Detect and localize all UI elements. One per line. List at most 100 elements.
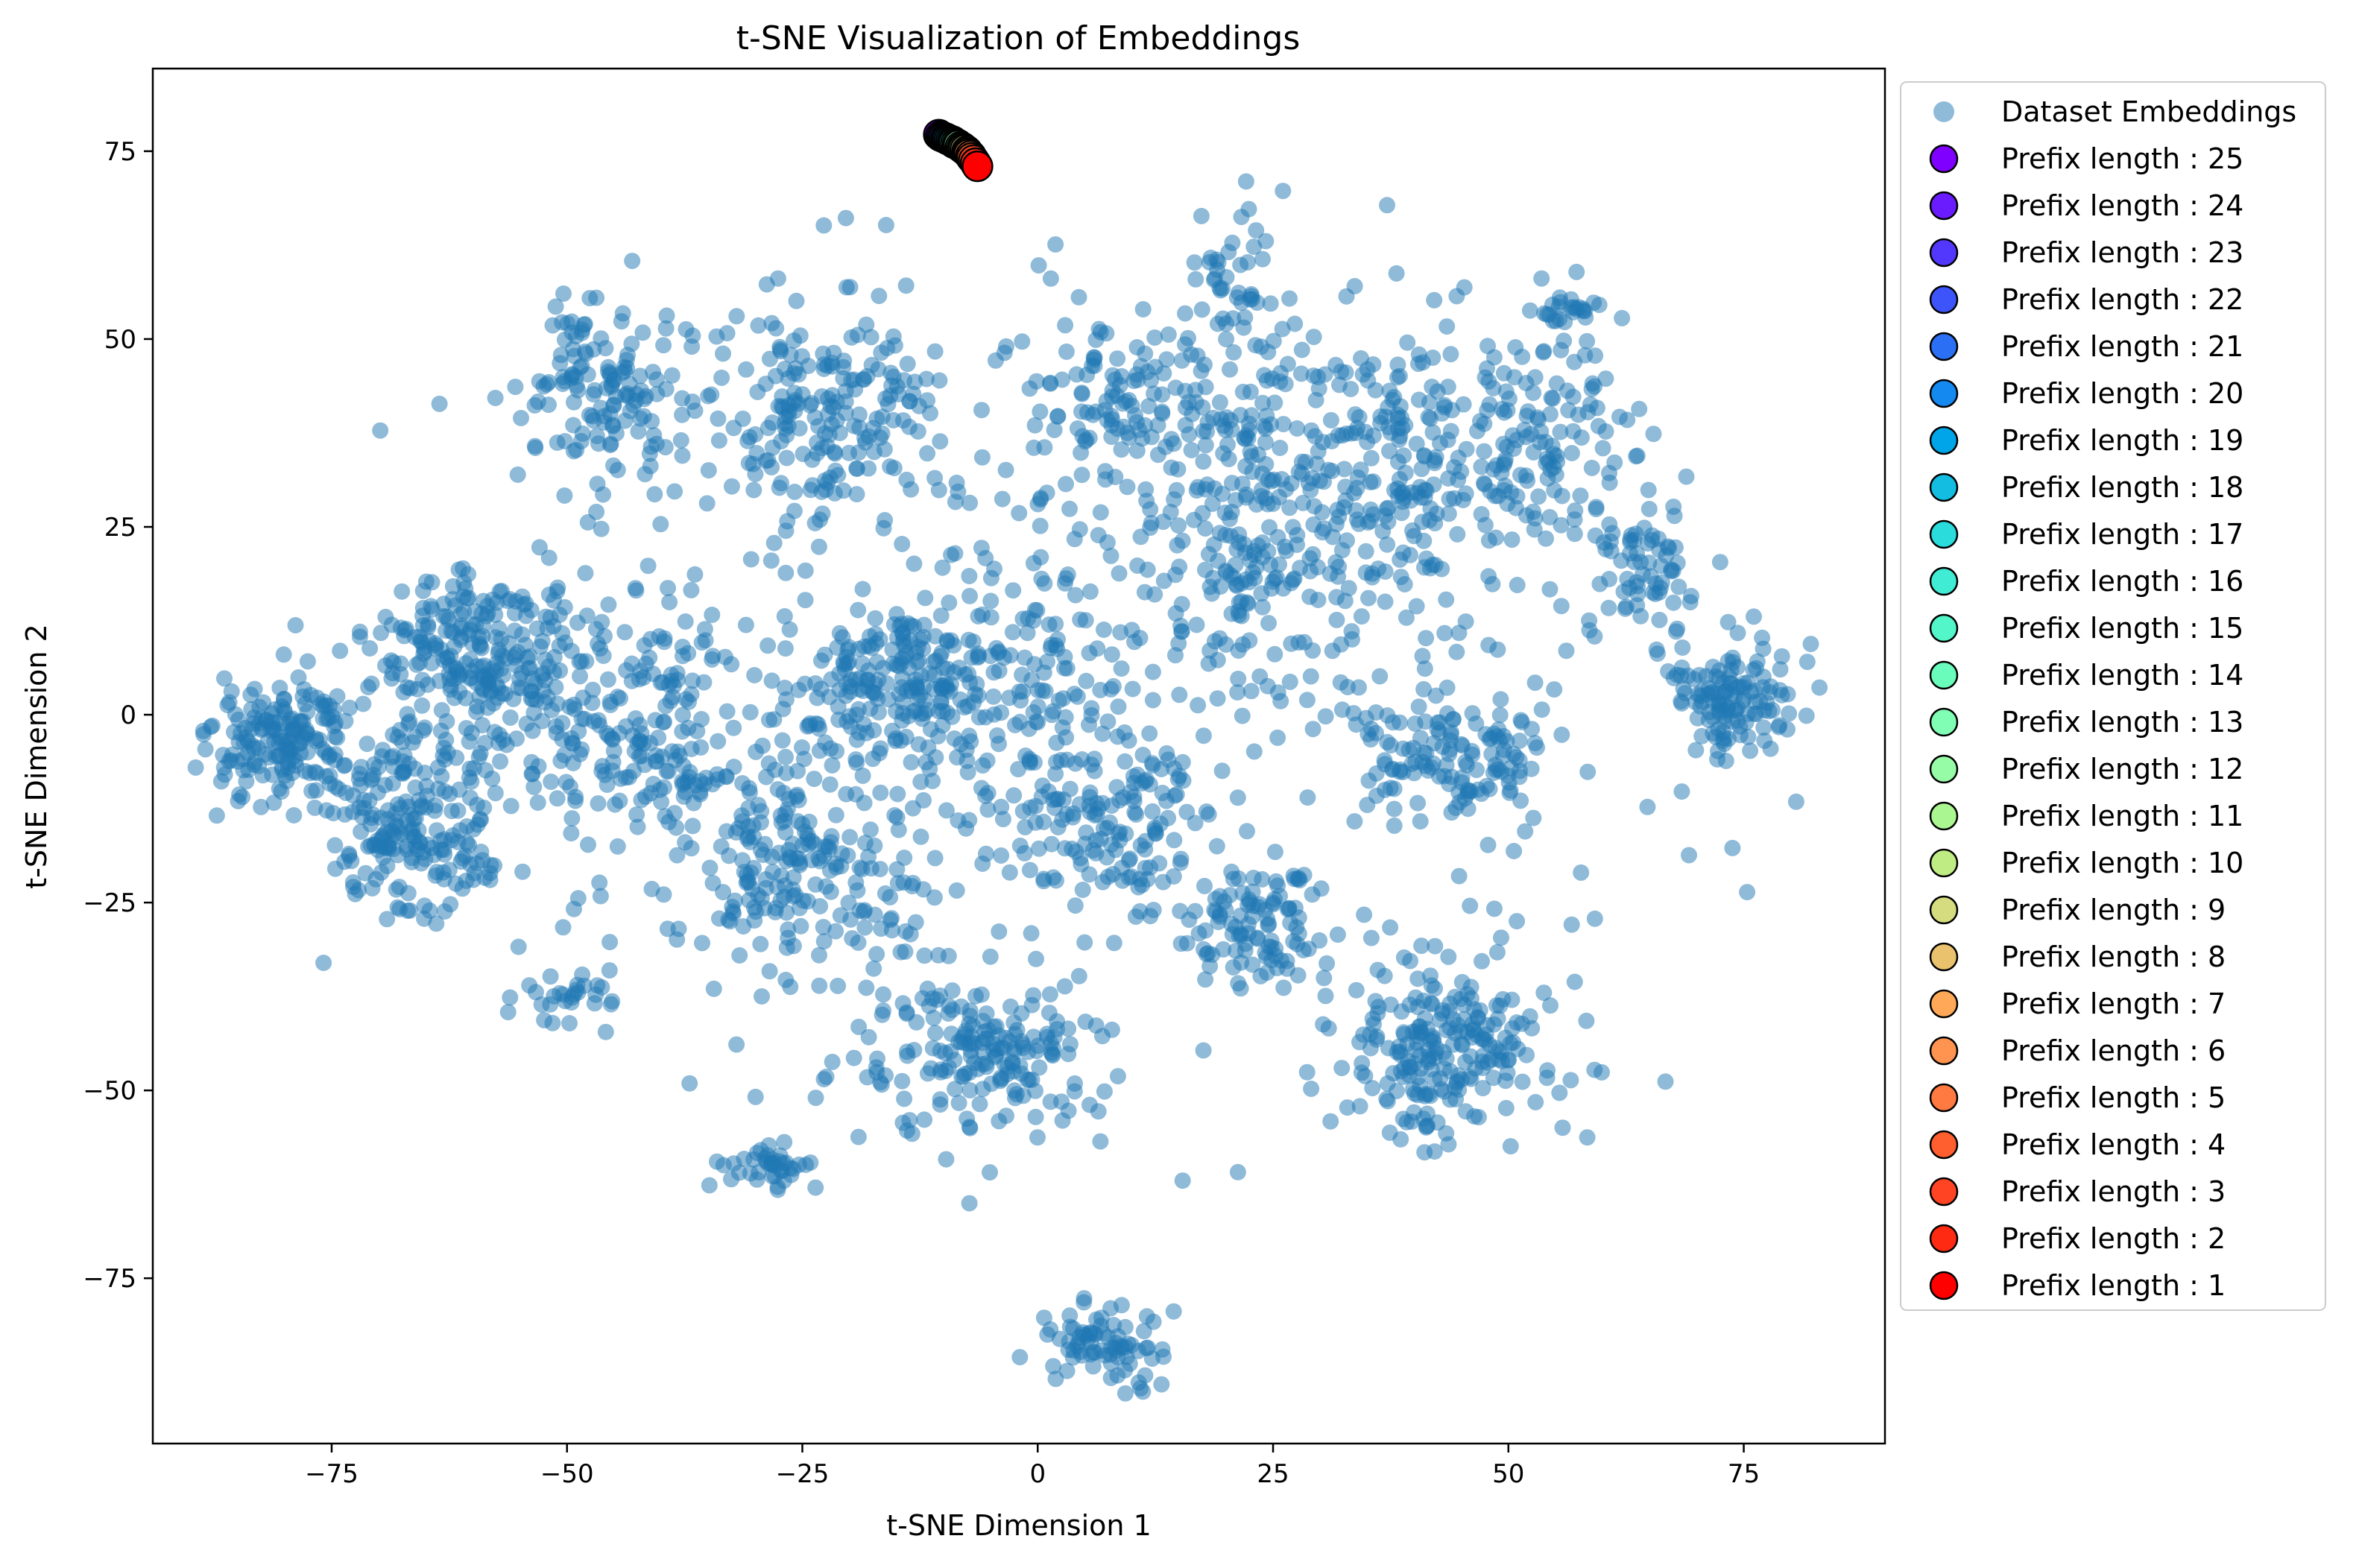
dataset-point xyxy=(264,766,281,783)
dataset-point xyxy=(786,484,803,500)
dataset-point xyxy=(308,782,325,799)
dataset-point xyxy=(890,821,907,838)
dataset-point xyxy=(908,676,925,693)
y-tick-label: 25 xyxy=(104,513,136,543)
dataset-point xyxy=(914,710,931,727)
prefix-points-layer xyxy=(923,118,994,183)
dataset-point xyxy=(718,768,735,785)
dataset-point xyxy=(332,642,349,660)
dataset-point xyxy=(1114,789,1131,806)
dataset-point xyxy=(285,807,303,823)
dataset-point xyxy=(1441,1063,1459,1080)
dataset-point xyxy=(1314,434,1331,451)
dataset-point xyxy=(1052,752,1070,768)
dataset-point xyxy=(1139,561,1156,578)
legend-label: Prefix length : 17 xyxy=(2001,518,2243,551)
dataset-point xyxy=(1514,348,1531,365)
dataset-point xyxy=(1049,640,1066,657)
dataset-point xyxy=(894,1114,912,1131)
dataset-point xyxy=(1099,820,1116,836)
dataset-point xyxy=(1086,750,1103,768)
x-tick-label: −25 xyxy=(776,1459,830,1489)
dataset-point xyxy=(961,1008,979,1025)
dataset-point xyxy=(1193,207,1210,224)
dataset-point xyxy=(961,1082,979,1098)
dataset-point xyxy=(1286,315,1304,332)
dataset-point xyxy=(1177,382,1194,399)
dataset-point xyxy=(744,880,761,897)
dataset-point xyxy=(353,823,370,840)
dataset-point xyxy=(1303,1081,1320,1097)
dataset-point xyxy=(1048,734,1065,751)
dataset-point xyxy=(1143,372,1160,389)
dataset-point xyxy=(1260,344,1277,361)
dataset-point xyxy=(585,386,602,403)
dataset-point xyxy=(414,607,431,625)
dataset-point xyxy=(1381,443,1398,460)
dataset-point xyxy=(1327,554,1345,571)
dataset-point xyxy=(904,800,921,817)
dataset-point xyxy=(982,948,999,965)
dataset-point xyxy=(1490,761,1507,778)
dataset-point xyxy=(647,753,664,771)
dataset-point xyxy=(1386,800,1403,818)
dataset-point xyxy=(917,692,934,709)
dataset-point xyxy=(926,889,943,906)
dataset-point xyxy=(739,432,757,449)
dataset-point xyxy=(1023,925,1040,942)
dataset-point xyxy=(1281,673,1298,690)
dataset-point xyxy=(1779,721,1796,738)
dataset-point xyxy=(643,413,660,430)
legend-marker xyxy=(1929,848,1959,878)
dataset-point xyxy=(642,785,659,802)
dataset-point xyxy=(1266,394,1283,411)
dataset-point xyxy=(1352,461,1369,478)
dataset-point xyxy=(1422,995,1439,1012)
dataset-point xyxy=(1368,765,1385,782)
dataset-point xyxy=(1042,1034,1059,1052)
dataset-point xyxy=(1462,1048,1479,1065)
dataset-point xyxy=(1272,440,1289,456)
dataset-point xyxy=(1584,375,1601,392)
dataset-point xyxy=(1553,516,1570,534)
dataset-point xyxy=(790,681,807,698)
dataset-point xyxy=(292,745,309,762)
dataset-point xyxy=(1081,583,1099,600)
dataset-point xyxy=(1099,1329,1117,1346)
dataset-point xyxy=(1586,628,1603,645)
dataset-point xyxy=(312,696,329,713)
dataset-point xyxy=(593,330,610,347)
dataset-point xyxy=(1220,244,1237,261)
dataset-point xyxy=(1559,382,1576,399)
dataset-point xyxy=(601,437,619,454)
dataset-point xyxy=(1260,615,1277,632)
dataset-point xyxy=(1200,655,1217,672)
dataset-point xyxy=(563,730,580,747)
dataset-point xyxy=(1166,491,1183,508)
dataset-point xyxy=(982,592,1000,610)
dataset-point xyxy=(1740,728,1757,745)
dataset-point xyxy=(661,594,678,610)
dataset-point xyxy=(778,449,795,467)
dataset-point xyxy=(336,806,353,823)
dataset-point xyxy=(1169,537,1186,554)
dataset-point xyxy=(1160,809,1177,826)
dataset-point xyxy=(370,759,387,776)
dataset-point xyxy=(1105,865,1122,882)
dataset-point xyxy=(1197,379,1214,396)
legend-label: Prefix length : 2 xyxy=(2001,1222,2226,1255)
dataset-point xyxy=(858,316,875,333)
dataset-point xyxy=(797,562,814,579)
dataset-point xyxy=(1541,509,1559,525)
legend-entry: Prefix length : 23 xyxy=(1929,236,2243,269)
dataset-point xyxy=(463,663,480,680)
dataset-point xyxy=(1092,1133,1109,1150)
dataset-point xyxy=(1027,1108,1044,1125)
dataset-point xyxy=(598,379,615,396)
dataset-point xyxy=(1455,396,1472,413)
dataset-point xyxy=(762,552,780,569)
dataset-point xyxy=(916,947,933,964)
dataset-point xyxy=(566,696,583,713)
dataset-point xyxy=(1705,658,1722,675)
dataset-point xyxy=(788,788,805,805)
